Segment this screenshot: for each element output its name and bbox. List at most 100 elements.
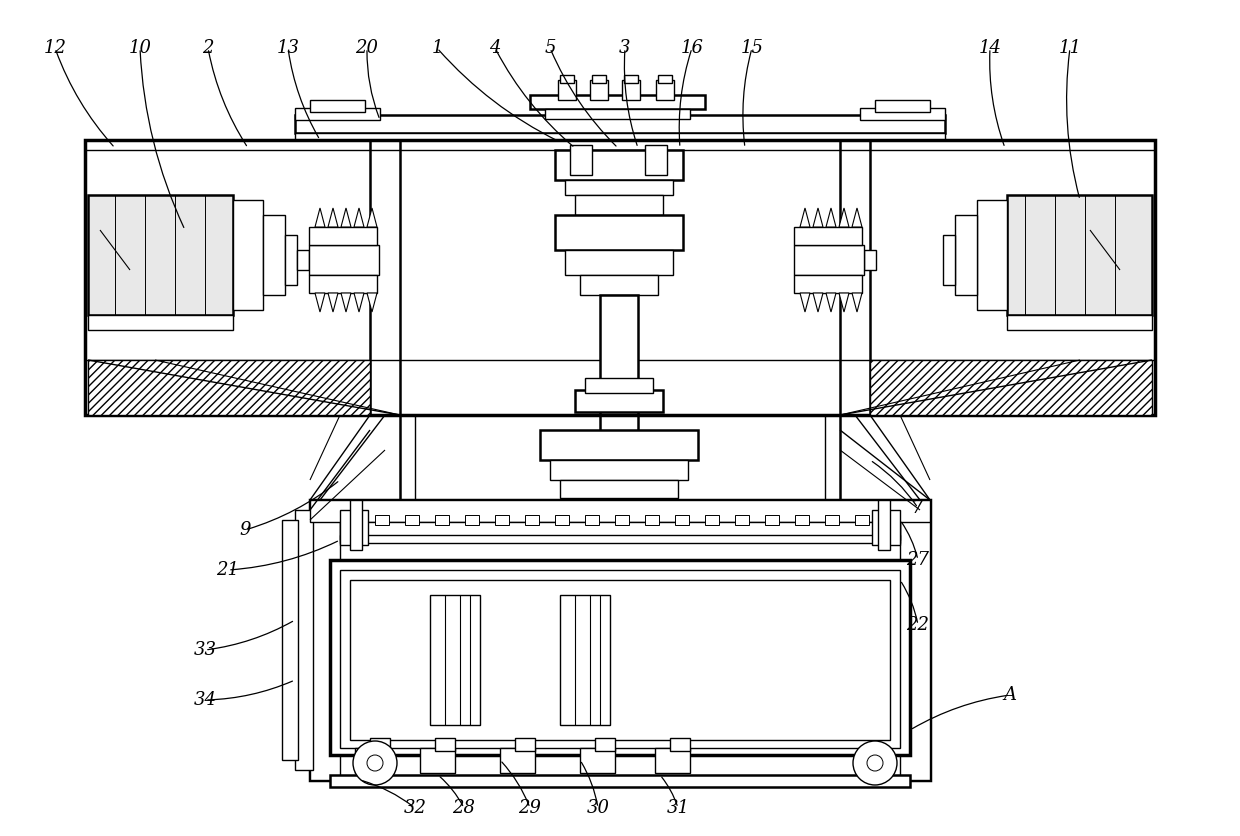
Polygon shape xyxy=(353,293,365,312)
Bar xyxy=(350,580,890,740)
Bar xyxy=(435,515,449,525)
Text: 7: 7 xyxy=(913,499,924,517)
Bar xyxy=(570,145,591,175)
Polygon shape xyxy=(826,208,836,227)
Bar xyxy=(595,738,615,751)
Bar xyxy=(330,560,910,755)
Bar xyxy=(590,80,608,100)
Bar xyxy=(86,140,1154,415)
Bar xyxy=(263,215,285,295)
Bar xyxy=(794,227,862,245)
Bar xyxy=(670,738,689,751)
Bar xyxy=(405,515,419,525)
Bar xyxy=(856,515,869,525)
Bar xyxy=(515,738,534,751)
Polygon shape xyxy=(839,208,849,227)
Bar xyxy=(88,315,233,330)
Bar xyxy=(675,515,689,525)
Bar xyxy=(340,570,900,748)
Bar xyxy=(345,515,360,525)
Bar xyxy=(435,738,455,751)
Bar xyxy=(870,360,1152,415)
Bar xyxy=(600,295,639,395)
Polygon shape xyxy=(800,293,810,312)
Text: 16: 16 xyxy=(681,39,703,57)
Bar xyxy=(585,515,599,525)
Bar xyxy=(495,515,508,525)
Bar xyxy=(539,430,698,460)
Bar xyxy=(420,748,455,773)
Polygon shape xyxy=(315,208,325,227)
Bar xyxy=(591,75,606,83)
Bar xyxy=(825,515,839,525)
Circle shape xyxy=(367,755,383,771)
Bar xyxy=(285,235,298,285)
Polygon shape xyxy=(852,208,862,227)
Bar xyxy=(556,150,683,180)
Bar xyxy=(735,515,749,525)
Text: 34: 34 xyxy=(193,691,217,709)
Text: 13: 13 xyxy=(277,39,300,57)
Text: 12: 12 xyxy=(43,39,67,57)
Bar xyxy=(546,109,689,119)
Text: 32: 32 xyxy=(403,799,427,817)
Bar xyxy=(295,115,945,133)
Bar xyxy=(309,245,379,275)
Text: 33: 33 xyxy=(193,641,217,659)
Polygon shape xyxy=(341,208,351,227)
Text: 15: 15 xyxy=(740,39,764,57)
Bar xyxy=(465,515,479,525)
Bar xyxy=(942,235,955,285)
Bar xyxy=(655,748,689,773)
Bar xyxy=(281,520,298,760)
Bar xyxy=(355,748,391,773)
Bar xyxy=(645,145,667,175)
Bar xyxy=(765,515,779,525)
Bar xyxy=(878,500,890,550)
Bar xyxy=(615,515,629,525)
Polygon shape xyxy=(367,293,377,312)
Bar xyxy=(977,200,1007,310)
Bar xyxy=(658,75,672,83)
Bar xyxy=(575,390,663,412)
Text: 1: 1 xyxy=(432,39,443,57)
Bar xyxy=(645,515,658,525)
Polygon shape xyxy=(353,208,365,227)
Text: 22: 22 xyxy=(906,616,930,634)
Bar xyxy=(233,200,263,310)
Text: 31: 31 xyxy=(667,799,689,817)
Bar xyxy=(872,510,900,545)
Polygon shape xyxy=(839,293,849,312)
Text: 10: 10 xyxy=(129,39,151,57)
Bar xyxy=(556,215,683,250)
Polygon shape xyxy=(329,293,339,312)
Polygon shape xyxy=(329,208,339,227)
Text: 27: 27 xyxy=(906,551,930,569)
Bar xyxy=(706,515,719,525)
Bar xyxy=(500,748,534,773)
Bar xyxy=(309,275,377,293)
Bar xyxy=(900,500,930,780)
Bar xyxy=(795,515,808,525)
Bar xyxy=(525,515,539,525)
Bar xyxy=(330,775,910,787)
Bar xyxy=(565,250,673,275)
Bar xyxy=(298,250,309,270)
Bar xyxy=(88,195,233,315)
Bar xyxy=(861,108,945,120)
Bar xyxy=(88,360,370,415)
Bar xyxy=(794,275,862,293)
Polygon shape xyxy=(852,293,862,312)
Bar xyxy=(310,500,340,780)
Bar xyxy=(624,75,639,83)
Bar xyxy=(295,108,379,120)
Bar xyxy=(560,595,610,725)
Text: 2: 2 xyxy=(202,39,213,57)
Text: 5: 5 xyxy=(544,39,556,57)
Circle shape xyxy=(867,755,883,771)
Bar xyxy=(580,275,658,295)
Bar xyxy=(310,100,365,112)
Bar xyxy=(295,510,312,770)
Text: A: A xyxy=(1003,686,1017,704)
Text: 29: 29 xyxy=(518,799,542,817)
